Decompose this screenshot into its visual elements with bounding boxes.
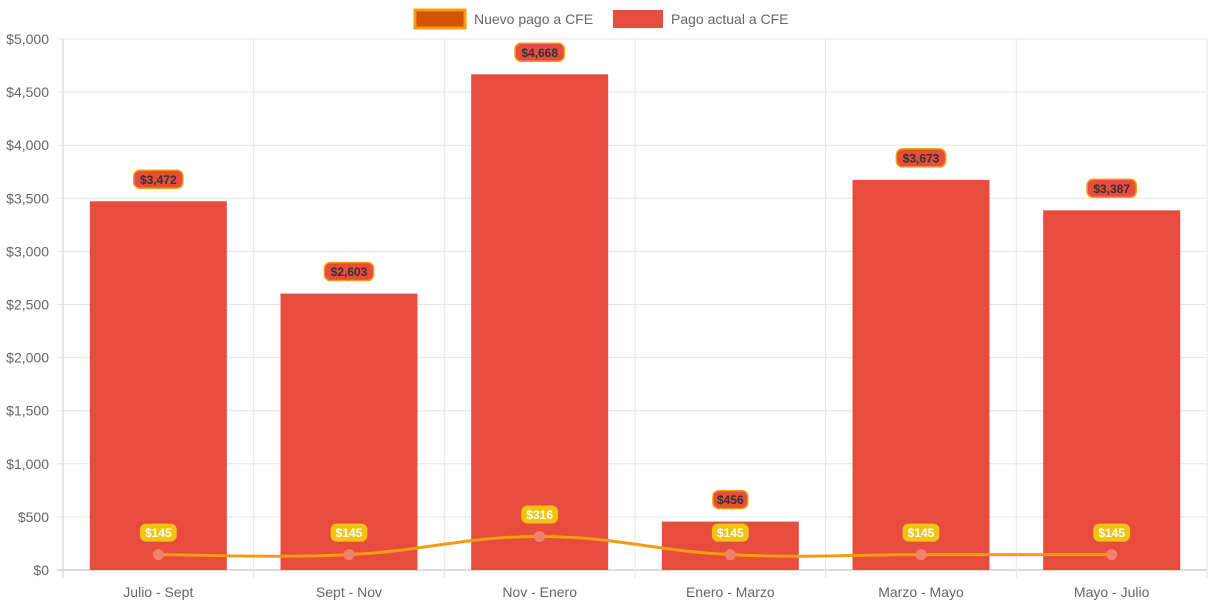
line-data-label: $145 <box>330 523 368 542</box>
bar-label-text: $4,668 <box>521 46 558 60</box>
line-data-label: $316 <box>521 505 559 524</box>
bar-label-box <box>712 489 749 510</box>
legend-label: Nuevo pago a CFE <box>474 11 593 27</box>
line-label-box <box>711 523 749 542</box>
legend-item-pago-actual: Pago actual a CFE <box>613 10 789 28</box>
bar <box>852 179 990 570</box>
line-label-box <box>139 523 177 542</box>
x-tick-label: Julio - Sept <box>123 584 193 600</box>
line-label-text: $145 <box>145 526 172 540</box>
line-label-box <box>1093 523 1131 542</box>
x-tick-label: Mayo - Julio <box>1074 584 1150 600</box>
line-data-label: $145 <box>902 523 940 542</box>
bar-label-text: $3,472 <box>140 173 177 187</box>
legend-swatch-line <box>413 8 467 30</box>
data-labels: $3,472 $2,603 $4,668 $456 $3,673 $3,387 $145 $1… <box>132 42 1138 542</box>
line-label-text: $145 <box>336 526 363 540</box>
x-tick-label: Sept - Nov <box>316 584 382 600</box>
bar-label-box <box>323 261 375 282</box>
line-label-text: $145 <box>1098 526 1125 540</box>
y-tick-label: $500 <box>18 509 49 525</box>
bar-label-text: $456 <box>717 493 744 507</box>
legend-item-nuevo-pago: Nuevo pago a CFE <box>413 8 593 30</box>
x-tick-label: Nov - Enero <box>502 584 577 600</box>
bar-label-box <box>1086 178 1138 199</box>
bar-label-text: $3,673 <box>903 151 940 165</box>
y-tick-label: $1,500 <box>6 403 49 419</box>
line-point <box>1106 549 1118 561</box>
bar <box>89 201 227 570</box>
line-data-label: $145 <box>1093 523 1131 542</box>
bar-label-text: $2,603 <box>331 265 368 279</box>
y-tick-label: $0 <box>33 562 49 578</box>
bar <box>1043 210 1181 570</box>
y-tick-label: $5,000 <box>6 31 49 47</box>
bar-label-text: $3,387 <box>1093 182 1130 196</box>
line-point <box>915 549 927 561</box>
line-data-label: $145 <box>139 523 177 542</box>
y-tick-label: $2,500 <box>6 297 49 313</box>
y-tick-label: $3,500 <box>6 190 49 206</box>
legend-swatch-bar <box>613 10 663 28</box>
bar-label-box <box>132 169 184 190</box>
line-label-box <box>330 523 368 542</box>
x-tick-label: Marzo - Mayo <box>878 584 964 600</box>
bar-label-box <box>895 148 947 168</box>
y-tick-label: $1,000 <box>6 456 49 472</box>
bar-data-label: $2,603 <box>323 261 375 282</box>
bar-data-label: $3,387 <box>1086 178 1138 199</box>
y-tick-label: $4,000 <box>6 137 49 153</box>
series-line <box>158 534 1112 558</box>
y-tick-label: $2,000 <box>6 350 49 366</box>
x-tick-label: Enero - Marzo <box>686 584 775 600</box>
grid <box>57 38 1208 578</box>
bar-data-label: $3,673 <box>895 148 947 168</box>
line-data-label: $145 <box>711 523 749 542</box>
legend: Nuevo pago a CFE Pago actual a CFE <box>413 8 789 30</box>
line-label-text: $316 <box>526 508 553 522</box>
line-point <box>152 549 164 561</box>
line-point <box>534 530 546 542</box>
legend-label: Pago actual a CFE <box>671 11 789 27</box>
line-point <box>724 549 736 561</box>
line-point <box>343 549 355 561</box>
line-label-text: $145 <box>908 526 935 540</box>
axes: $0 $500 $1,000 $1,500 $2,000 $2,500 $3,000 $3,5… <box>6 31 1149 600</box>
y-tick-label: $4,500 <box>6 84 49 100</box>
y-tick-label: $3,000 <box>6 243 49 259</box>
line-label-box <box>902 523 940 542</box>
line-label-box <box>521 505 559 524</box>
bar-data-label: $456 <box>712 489 749 510</box>
bar-data-label: $4,668 <box>514 42 566 63</box>
line-series <box>152 530 1118 561</box>
bar <box>471 74 609 571</box>
bar-data-label: $3,472 <box>132 169 184 190</box>
bar-label-box <box>514 42 566 63</box>
line-label-text: $145 <box>717 526 744 540</box>
